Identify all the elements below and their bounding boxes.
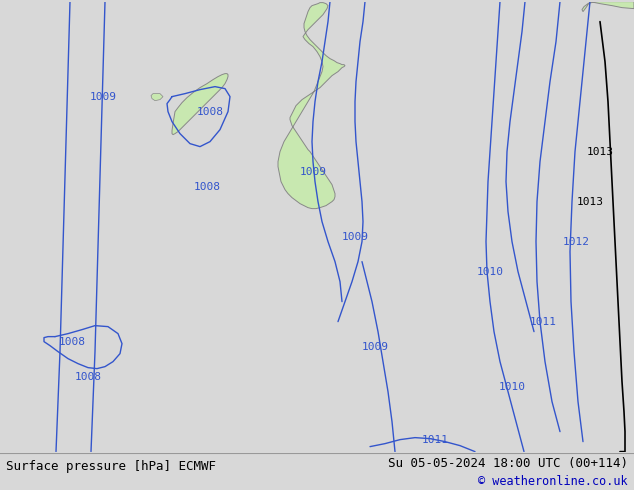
Text: 1010: 1010 bbox=[498, 382, 526, 392]
Text: 1013: 1013 bbox=[586, 147, 614, 157]
Text: 1009: 1009 bbox=[361, 342, 389, 352]
Polygon shape bbox=[582, 1, 634, 12]
Text: 1013: 1013 bbox=[576, 196, 604, 207]
Polygon shape bbox=[278, 2, 345, 209]
Text: 1010: 1010 bbox=[477, 267, 503, 277]
Polygon shape bbox=[151, 94, 163, 100]
Text: 1008: 1008 bbox=[197, 107, 224, 117]
Text: Surface pressure [hPa] ECMWF: Surface pressure [hPa] ECMWF bbox=[6, 460, 216, 473]
Text: 1009: 1009 bbox=[89, 92, 117, 101]
Text: 1008: 1008 bbox=[58, 337, 86, 346]
Text: 1012: 1012 bbox=[562, 237, 590, 246]
Text: 1011: 1011 bbox=[422, 435, 448, 444]
Text: © weatheronline.co.uk: © weatheronline.co.uk bbox=[478, 475, 628, 489]
Text: 1008: 1008 bbox=[75, 371, 101, 382]
Text: 1009: 1009 bbox=[299, 167, 327, 176]
Text: 1009: 1009 bbox=[342, 232, 368, 242]
Text: Su 05-05-2024 18:00 UTC (00+114): Su 05-05-2024 18:00 UTC (00+114) bbox=[387, 457, 628, 470]
Text: 1008: 1008 bbox=[193, 182, 221, 192]
Text: 1011: 1011 bbox=[529, 317, 557, 327]
Polygon shape bbox=[172, 74, 228, 135]
